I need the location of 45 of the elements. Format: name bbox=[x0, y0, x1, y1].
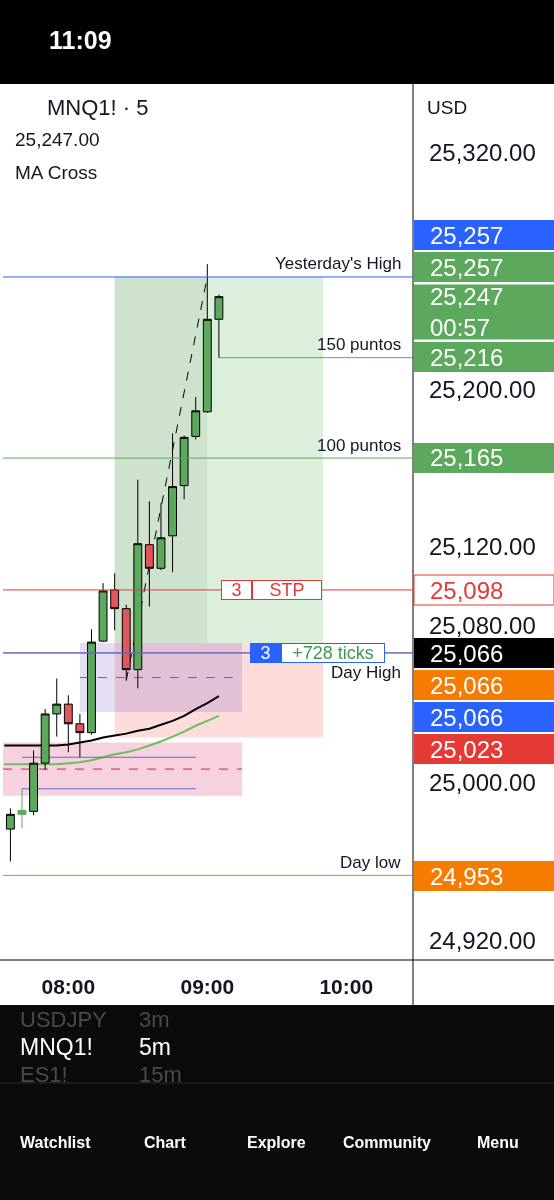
text: MNQ1! · 5 bbox=[47, 95, 149, 120]
text: 25,098 bbox=[430, 577, 504, 604]
text: 15m bbox=[139, 1062, 182, 1087]
series-label: 150 puntos bbox=[317, 335, 402, 354]
annotation: 3 bbox=[260, 643, 271, 663]
y-tick-label: 25,320.00 bbox=[429, 139, 536, 167]
x-tick-label: 10:00 bbox=[319, 975, 374, 998]
text: 5m bbox=[139, 1034, 171, 1060]
text: 24,953 bbox=[430, 863, 504, 890]
text: USDJPY bbox=[20, 1007, 108, 1032]
text: 25,257 bbox=[430, 254, 504, 281]
ref-line-label: Yesterday's High bbox=[275, 254, 402, 273]
text: Community bbox=[343, 1134, 432, 1151]
text: 25,247 00:57 bbox=[430, 283, 504, 342]
text: Watchlist bbox=[20, 1134, 92, 1151]
text: 25,066 bbox=[430, 672, 504, 699]
text: ES1! bbox=[20, 1062, 68, 1087]
text: 3m bbox=[139, 1007, 170, 1032]
text: 25,257 bbox=[430, 222, 504, 249]
y-tick-label: 25,000.00 bbox=[429, 769, 536, 797]
text: Explore bbox=[247, 1134, 306, 1151]
ref-line-label: 100 puntos bbox=[317, 436, 402, 455]
text: 25,023 bbox=[430, 736, 504, 763]
text: 25,247.00 bbox=[15, 129, 100, 150]
annotation: MA Cross bbox=[15, 162, 98, 183]
text: 25,066 bbox=[430, 704, 504, 731]
y-tick-label: 25,080.00 bbox=[429, 611, 536, 639]
ref-line-label: Day low bbox=[340, 853, 402, 872]
annotation: 3 bbox=[231, 580, 242, 600]
ref-line-label: Day High bbox=[331, 663, 401, 682]
ref-line-label: +728 ticks bbox=[292, 643, 374, 663]
x-tick-label: 09:00 bbox=[180, 975, 235, 998]
text: USD bbox=[427, 97, 468, 118]
text: 25,216 bbox=[430, 344, 504, 371]
text: 25,165 bbox=[430, 444, 504, 471]
text: MNQ1! bbox=[20, 1034, 93, 1060]
text: Chart bbox=[144, 1134, 187, 1151]
y-tick-label: 25,200.00 bbox=[429, 375, 536, 403]
y-tick-label: 24,920.00 bbox=[429, 926, 536, 954]
text: Menu bbox=[477, 1134, 519, 1151]
text: 11:09 bbox=[49, 26, 112, 54]
y-tick-label: 25,120.00 bbox=[429, 533, 536, 561]
x-tick-label: 08:00 bbox=[41, 975, 96, 998]
text: 25,066 bbox=[430, 640, 504, 667]
ref-line-label: STP bbox=[269, 580, 305, 600]
